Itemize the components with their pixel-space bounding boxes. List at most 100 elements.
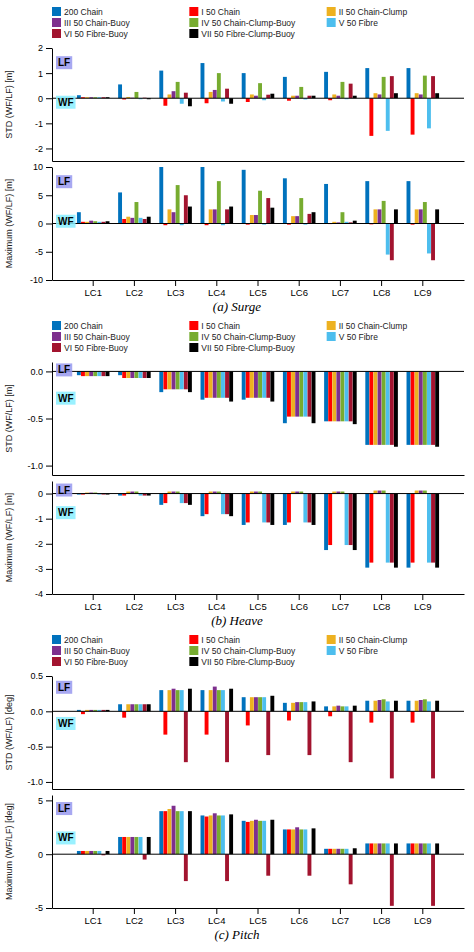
bar <box>328 371 332 421</box>
bar <box>287 371 291 416</box>
y-tick-label: -1 <box>35 119 43 129</box>
y-axis-title: STD (WF/LF) [deg] <box>4 694 14 770</box>
bar <box>172 91 176 98</box>
bar-series <box>106 811 439 854</box>
bar <box>287 494 291 523</box>
bar <box>118 192 122 223</box>
section-title: (b) Heave <box>211 613 263 628</box>
bar-series <box>85 92 418 98</box>
legend-label: IV 50 Chain-Clump-Buoy <box>201 332 296 342</box>
y-axis-title: Maximum (WF/LF) [deg] <box>4 803 14 900</box>
x-tick-mark <box>134 908 135 914</box>
x-tick-mark <box>216 594 217 600</box>
y-tick: 0.5 <box>30 671 52 681</box>
bar-series <box>77 63 410 98</box>
bar <box>270 820 274 854</box>
x-tick-label: LC4 <box>208 915 225 926</box>
legend-swatch <box>189 7 198 16</box>
legend-swatch <box>189 646 198 655</box>
bar <box>201 690 205 711</box>
bar <box>324 494 328 551</box>
annotation: LF <box>56 802 72 815</box>
bar <box>147 837 151 854</box>
bar <box>143 854 147 859</box>
bar <box>180 690 184 711</box>
legend-swatch <box>189 332 198 341</box>
bar <box>270 94 274 99</box>
bar <box>159 690 163 711</box>
bar <box>85 371 89 376</box>
bar <box>341 706 345 711</box>
y-tick: -10 <box>30 275 52 285</box>
x-tick-label: LC5 <box>249 915 266 926</box>
bar <box>312 701 316 711</box>
x-tick-label: LC1 <box>84 915 101 926</box>
bar-series <box>85 371 418 444</box>
bar <box>369 843 373 854</box>
y-tick-label: 0 <box>38 94 43 104</box>
legend-label: III 50 Chain-Buoy <box>64 646 130 656</box>
legend-swatch <box>189 657 198 666</box>
bar <box>270 696 274 712</box>
x-tick-label: LC8 <box>373 287 390 298</box>
x-tick: LC2 <box>126 280 143 298</box>
x-tick: LC5 <box>249 280 266 298</box>
bar <box>407 68 411 98</box>
bar <box>188 494 192 505</box>
plot: -1.0-0.50.0STD (WF/LF) [m]LFWF <box>4 363 465 476</box>
bar <box>283 178 287 223</box>
y-tick-label: -1.0 <box>27 461 43 471</box>
annotation-text: LF <box>58 176 70 187</box>
bar <box>431 371 435 444</box>
bar <box>213 813 217 854</box>
legend-label: V 50 Fibre <box>339 332 378 342</box>
y-tick-label: 10 <box>33 162 43 172</box>
bar <box>229 689 233 712</box>
bar-series <box>81 711 414 734</box>
bar <box>291 216 295 223</box>
bar-series <box>85 690 418 711</box>
annotation: LF <box>56 363 72 376</box>
bar <box>147 217 151 224</box>
x-tick-mark <box>340 908 341 914</box>
y-tick-mark <box>46 711 52 712</box>
y-tick-mark <box>46 466 52 467</box>
bar <box>427 843 431 854</box>
bar <box>365 371 369 444</box>
bar <box>229 98 233 104</box>
bar <box>168 209 172 223</box>
bar <box>283 829 287 854</box>
y-tick-label: -5 <box>35 903 43 913</box>
y-tick-mark <box>46 800 52 801</box>
bar-series <box>101 854 434 906</box>
bar <box>303 371 307 416</box>
bar <box>188 371 192 392</box>
x-tick: LC2 <box>126 594 143 612</box>
bar <box>295 702 299 711</box>
legend-swatch <box>52 332 61 341</box>
bar <box>205 817 209 855</box>
bar <box>332 371 336 421</box>
bar <box>205 711 209 734</box>
y-tick-mark <box>46 148 52 149</box>
x-tick-label: LC9 <box>414 601 431 612</box>
bar <box>135 202 139 223</box>
bar <box>163 711 167 734</box>
legend-swatch <box>327 332 336 341</box>
bar <box>287 829 291 854</box>
x-tick: LC3 <box>167 594 184 612</box>
annotation-text: LF <box>58 57 70 68</box>
bar-series <box>81 371 414 444</box>
bar-series <box>101 195 434 260</box>
y-tick-label: -2 <box>35 144 43 154</box>
x-tick-label: LC1 <box>84 287 101 298</box>
bar <box>353 494 357 551</box>
bar <box>386 224 390 255</box>
bar <box>435 843 439 854</box>
bar <box>184 854 188 881</box>
annotation-text: LF <box>58 364 70 375</box>
annotation-box <box>56 681 72 694</box>
bar <box>390 76 394 98</box>
annotation-text: WF <box>58 216 74 227</box>
bar <box>217 815 221 854</box>
